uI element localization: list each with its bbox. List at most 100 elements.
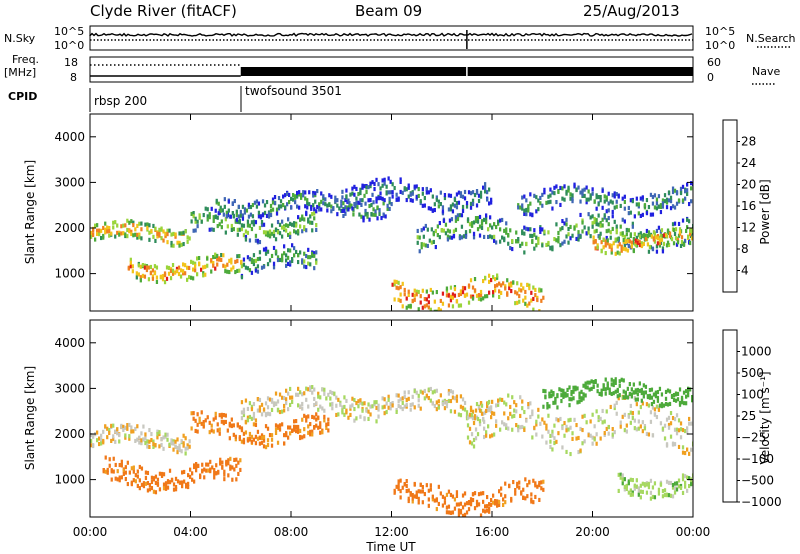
data-cell: [619, 475, 622, 480]
data-cell: [243, 210, 247, 215]
data-cell: [443, 406, 447, 411]
data-cell: [219, 457, 222, 462]
data-cell: [447, 193, 451, 198]
data-cell: [482, 499, 485, 504]
data-cell: [403, 394, 406, 399]
time-tick-label: 08:00: [274, 525, 309, 539]
data-cell: [679, 421, 683, 426]
data-cell: [190, 411, 193, 416]
data-cell: [260, 402, 264, 407]
data-cell: [399, 478, 402, 483]
data-cell: [395, 484, 398, 489]
data-cell: [224, 269, 227, 274]
data-cell: [170, 232, 173, 237]
data-cell: [174, 485, 178, 490]
data-cell: [591, 191, 594, 196]
data-cell: [212, 261, 215, 266]
data-cell: [589, 193, 592, 198]
colorbar-tick-label: −1000: [741, 495, 782, 509]
data-cell: [171, 271, 175, 276]
data-cell: [262, 264, 266, 269]
data-cell: [266, 443, 270, 448]
data-cell: [417, 187, 420, 192]
data-cell: [311, 414, 314, 419]
data-cell: [675, 427, 679, 432]
data-cell: [248, 223, 252, 228]
data-cell: [313, 403, 316, 408]
data-cell: [323, 408, 326, 413]
data-cell: [468, 412, 472, 417]
data-cell: [285, 253, 288, 258]
data-cell: [490, 498, 493, 503]
data-cell: [315, 250, 318, 255]
data-cell: [299, 250, 302, 255]
data-cell: [669, 493, 673, 498]
data-cell: [316, 189, 319, 194]
data-cell: [477, 502, 481, 507]
data-cell: [644, 233, 648, 238]
data-cell: [206, 415, 209, 420]
data-cell: [272, 401, 276, 406]
data-cell: [222, 253, 225, 258]
data-cell: [218, 413, 221, 418]
data-cell: [656, 241, 660, 246]
data-cell: [634, 238, 637, 243]
data-cell: [417, 289, 420, 294]
data-cell: [605, 229, 608, 234]
data-cell: [218, 431, 221, 436]
data-cell: [557, 230, 560, 235]
data-cell: [484, 504, 487, 509]
data-cell: [649, 478, 653, 483]
data-cell: [204, 264, 207, 269]
data-cell: [301, 214, 304, 219]
data-cell: [678, 387, 682, 392]
data-cell: [222, 263, 225, 268]
data-cell: [516, 291, 519, 296]
data-cell: [303, 391, 306, 396]
data-cell: [529, 233, 532, 238]
data-cell: [308, 190, 311, 195]
data-cell: [486, 504, 489, 509]
data-cell: [525, 241, 528, 246]
colorbar-tick-label: 20: [741, 178, 756, 192]
data-cell: [521, 406, 524, 411]
data-cell: [210, 227, 213, 232]
data-cell: [680, 397, 684, 402]
data-cell: [250, 259, 254, 264]
data-cell: [278, 423, 282, 428]
data-cell: [194, 263, 197, 268]
data-cell: [512, 280, 515, 285]
data-cell: [365, 185, 368, 190]
data-cell: [684, 484, 687, 489]
data-cell: [417, 489, 420, 494]
data-cell: [630, 392, 633, 397]
data-cell: [671, 190, 675, 195]
data-cell: [413, 494, 416, 499]
data-cell: [374, 209, 377, 214]
time-xlabel: Time UT: [365, 540, 416, 554]
data-cell: [285, 228, 288, 233]
data-cell: [335, 395, 338, 400]
data-cell: [371, 180, 374, 185]
data-cell: [257, 214, 261, 219]
data-cell: [624, 247, 627, 252]
data-cell: [616, 244, 619, 249]
data-cell: [223, 204, 226, 209]
data-cell: [215, 463, 218, 468]
data-cell: [468, 229, 472, 234]
data-cell: [287, 232, 290, 237]
data-cell: [244, 265, 248, 270]
data-cell: [538, 480, 541, 485]
data-cell: [648, 388, 652, 393]
data-cell: [293, 424, 296, 429]
data-cell: [547, 429, 550, 434]
data-cell: [623, 484, 626, 489]
data-cell: [457, 190, 461, 195]
colorbar-tick-label: −25: [741, 431, 766, 445]
data-cell: [624, 239, 627, 244]
data-cell: [432, 232, 435, 237]
data-cell: [291, 395, 294, 400]
data-cell: [659, 421, 663, 426]
data-cell: [473, 193, 477, 198]
